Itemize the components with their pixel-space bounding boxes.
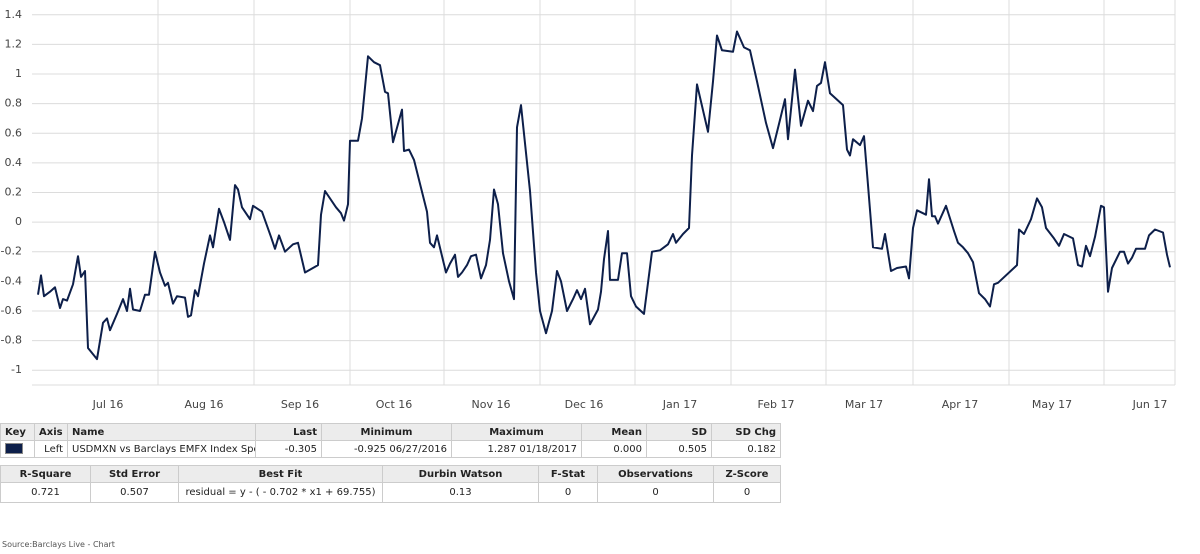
stats-table: R-Square Std Error Best Fit Durbin Watson F-…: [0, 465, 781, 503]
y-tick-label: 0.2: [5, 186, 23, 199]
x-tick-label: Sep 16: [281, 398, 319, 411]
key-table: Key Axis Name Last Minimum Maximum Mean …: [0, 423, 781, 458]
y-tick-label: 0.4: [5, 156, 23, 169]
y-tick-label: 0.8: [5, 97, 23, 110]
cell: 0.721: [0, 482, 91, 503]
cell: 0: [538, 482, 598, 503]
x-tick-label: Apr 17: [942, 398, 979, 411]
cell: -0.305: [255, 440, 322, 458]
cell: -0.925 06/27/2016: [321, 440, 452, 458]
header-cell: Last: [255, 423, 322, 441]
cell: 0.505: [646, 440, 712, 458]
cell: 0.182: [711, 440, 781, 458]
header-cell: Key: [0, 423, 35, 441]
x-tick-label: Jul 16: [92, 398, 124, 411]
header-cell: Durbin Watson: [382, 465, 539, 483]
header-cell: Maximum: [451, 423, 582, 441]
y-tick-label: -0.4: [1, 274, 22, 287]
cell: 0: [597, 482, 714, 503]
header-cell: SD Chg: [711, 423, 781, 441]
cell: residual = y - ( - 0.702 * x1 + 69.755): [178, 482, 383, 503]
y-tick-label: -1: [11, 363, 22, 376]
header-cell: Observations: [597, 465, 714, 483]
source-note: Source:Barclays Live - Chart: [2, 540, 115, 549]
x-tick-label: Aug 16: [185, 398, 224, 411]
x-tick-label: Feb 17: [758, 398, 795, 411]
y-tick-label: -0.2: [1, 245, 22, 258]
series-key: [5, 443, 23, 455]
key-cell: [0, 440, 35, 458]
chart: -1 -0.8 -0.6 -0.4 -0.2 0 0.2 0.4 0.6 0.8 1 1.2 1.4 Ju…: [1, 0, 1176, 411]
cell: 0.000: [581, 440, 647, 458]
x-tick-label: May 17: [1032, 398, 1072, 411]
y-tick-label: 1.4: [5, 8, 23, 21]
header-cell: R-Square: [0, 465, 91, 483]
x-tick-label: Nov 16: [472, 398, 511, 411]
x-tick-label: Dec 16: [565, 398, 604, 411]
legend-entry: USDMXN vs Barclays EMFX Index Spot: [67, 440, 256, 458]
header-cell: F-Stat: [538, 465, 598, 483]
x-tick-label: Oct 16: [376, 398, 413, 411]
header-cell: Best Fit: [178, 465, 383, 483]
x-tick-label: Jan 17: [662, 398, 697, 411]
y-tick-label: 1.2: [5, 37, 23, 50]
cell: 1.287 01/18/2017: [451, 440, 582, 458]
header-cell: Minimum: [321, 423, 452, 441]
x-tick-label: Mar 17: [845, 398, 883, 411]
y-tick-label: 0: [15, 215, 22, 228]
cell: Left: [34, 440, 68, 458]
y-tick-label: 1: [15, 67, 22, 80]
cell: 0.507: [90, 482, 179, 503]
x-tick-label: Jun 17: [1132, 398, 1168, 411]
header-cell: SD: [646, 423, 712, 441]
cell: 0: [713, 482, 781, 503]
cell: 0.13: [382, 482, 539, 503]
y-tick-label: -0.6: [1, 304, 22, 317]
header-cell: Std Error: [90, 465, 179, 483]
series-line: [37, 30, 1171, 361]
y-tick-label: -0.8: [1, 334, 22, 347]
header-cell: Z-Score: [713, 465, 781, 483]
header-cell: Mean: [581, 423, 647, 441]
y-tick-label: 0.6: [5, 126, 23, 139]
header-cell: Name: [67, 423, 256, 441]
header-cell: Axis: [34, 423, 68, 441]
